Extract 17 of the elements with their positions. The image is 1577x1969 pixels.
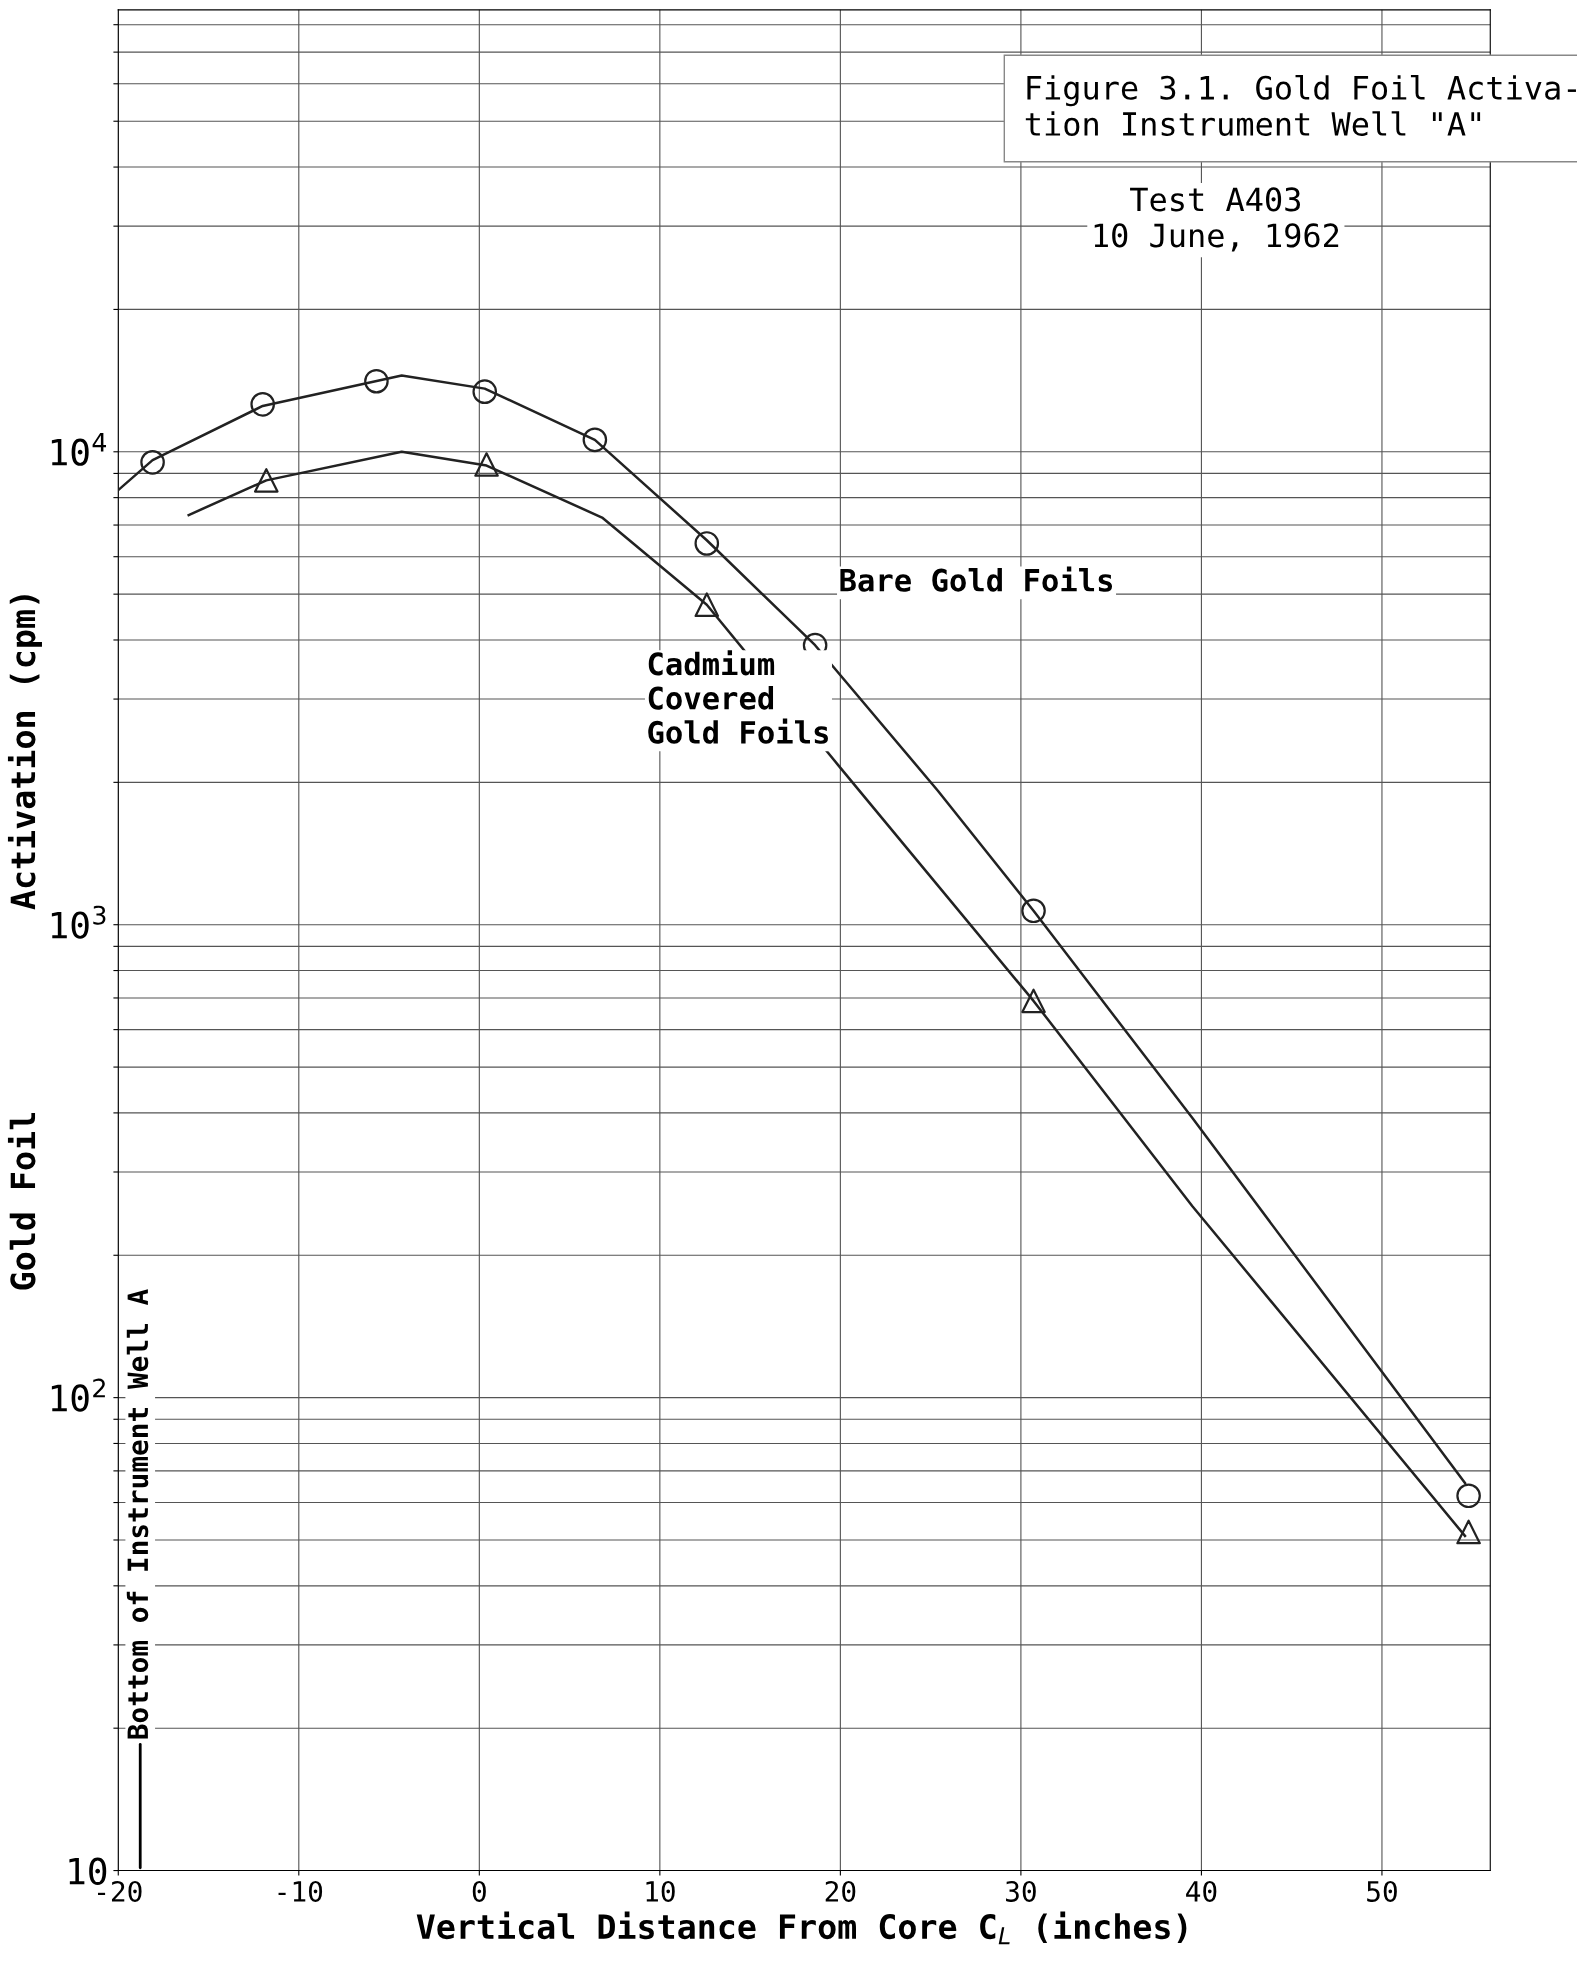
annotation: Bottom of Instrument Well A (126, 1289, 149, 1739)
x-tick-label: 20 (825, 1880, 856, 1902)
text: Test A403 10 June, 1962 (1094, 187, 1339, 252)
x-tick-label: 50 (1367, 1880, 1397, 1902)
annotation: Cadmium Covered Gold Foils (648, 650, 828, 744)
y-tick-label: 10$^{2}$ (51, 1378, 105, 1412)
x-tick-label: 40 (1186, 1880, 1217, 1902)
y-axis-title: Gold Foil Activation (cpm) (7, 595, 42, 1290)
x-tick-label: -10 (278, 1880, 323, 1902)
x-tick-label: 30 (1006, 1880, 1036, 1902)
text: Figure 3.1. Gold Foil Activa- tion Instrument Well "A" (1025, 74, 1576, 137)
y-tick-label: 10$^{4}$ (51, 433, 107, 466)
x-tick-label: 0 (472, 1880, 486, 1902)
text: Vertical Distance From Core C$_{L}$ (inches) (416, 1911, 1187, 1945)
y-tick-label: 10$^{3}$ (51, 905, 106, 939)
annotation: Bare Gold Foils (840, 566, 1113, 592)
x-tick-label: 10 (646, 1880, 675, 1902)
